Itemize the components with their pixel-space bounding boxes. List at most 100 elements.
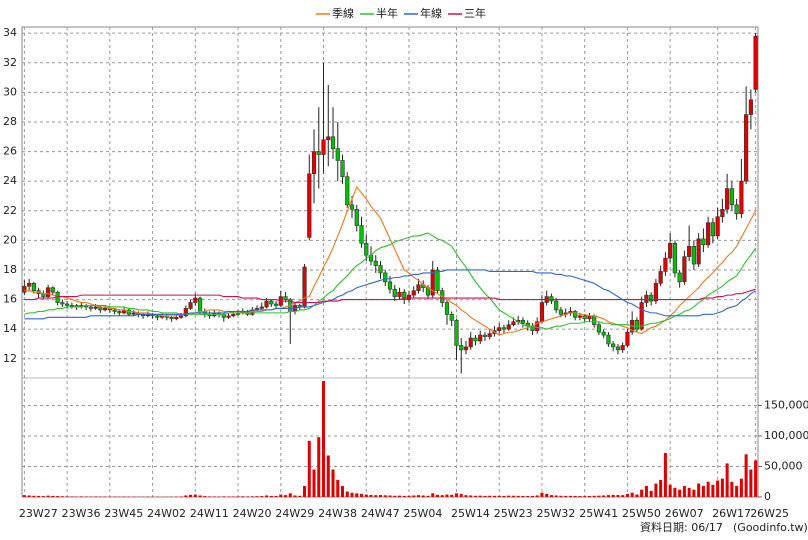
candle-body bbox=[497, 327, 502, 331]
candle-body bbox=[273, 303, 279, 306]
candle-body bbox=[639, 302, 644, 330]
volume-bar bbox=[478, 495, 482, 497]
volume-bar bbox=[535, 495, 539, 497]
candle-body bbox=[487, 333, 492, 337]
volume-bar bbox=[435, 494, 440, 497]
volume-bar bbox=[274, 496, 278, 497]
y-tick-label: 14 bbox=[3, 322, 17, 335]
volume-bar bbox=[37, 495, 41, 497]
candle-body bbox=[174, 317, 179, 320]
volume-bar bbox=[22, 495, 26, 497]
candle-body bbox=[197, 297, 203, 312]
volume-bar bbox=[269, 495, 273, 497]
volume-bar bbox=[578, 496, 582, 497]
volume-bar bbox=[625, 493, 629, 497]
volume-tick-label: 100,000 bbox=[764, 429, 808, 442]
volume-bar bbox=[208, 496, 212, 497]
candle-body bbox=[392, 288, 397, 297]
candle-body bbox=[506, 324, 511, 330]
candle-body bbox=[606, 334, 611, 345]
volume-bar bbox=[540, 492, 544, 497]
volume-bar bbox=[583, 496, 587, 497]
candle-body bbox=[269, 300, 274, 305]
volume-bar bbox=[345, 491, 349, 497]
volume-bar bbox=[32, 495, 36, 497]
volume-bar bbox=[559, 495, 563, 497]
x-tick-label: 25W23 bbox=[494, 507, 533, 520]
volume-bar bbox=[298, 495, 302, 497]
candle-body bbox=[397, 291, 402, 297]
volume-bar bbox=[697, 483, 701, 497]
candle-body bbox=[65, 303, 70, 306]
volume-bar bbox=[255, 496, 259, 497]
ma-line bbox=[24, 232, 757, 330]
volume-bar bbox=[317, 437, 321, 497]
plot-frame bbox=[21, 26, 759, 498]
volume-bar bbox=[326, 455, 330, 497]
volume-bar bbox=[51, 495, 55, 497]
volume-bar bbox=[606, 495, 610, 497]
candle-body bbox=[601, 331, 606, 336]
candle-body bbox=[554, 300, 559, 311]
volume-bar bbox=[450, 494, 454, 497]
candle-body bbox=[302, 266, 307, 308]
volume-bar bbox=[293, 495, 297, 497]
volume-bar bbox=[730, 481, 734, 497]
candle-body bbox=[27, 282, 32, 287]
x-tick-label: 25W32 bbox=[537, 507, 576, 520]
legend-label: 半年 bbox=[376, 6, 398, 20]
candle-body bbox=[335, 148, 340, 161]
y-tick-label: 34 bbox=[3, 26, 17, 39]
ma-line bbox=[24, 186, 757, 336]
candle-body bbox=[729, 188, 734, 206]
volume-bar bbox=[340, 486, 345, 497]
legend-label: 三年 bbox=[464, 6, 486, 20]
candle-body bbox=[753, 35, 758, 90]
candle-body bbox=[406, 294, 412, 300]
candle-body bbox=[93, 306, 98, 309]
volume-bar bbox=[573, 495, 577, 497]
volume-bar bbox=[692, 489, 696, 497]
candle-body bbox=[155, 315, 160, 318]
candle-body bbox=[615, 346, 621, 351]
candle-body bbox=[677, 272, 682, 283]
legend-label: 年線 bbox=[420, 6, 442, 20]
volume-bar bbox=[701, 486, 705, 497]
volume-bar bbox=[526, 496, 530, 497]
x-tick-label: 25W14 bbox=[451, 507, 490, 520]
candle-body bbox=[672, 243, 678, 274]
candle-body bbox=[459, 345, 464, 351]
candle-body bbox=[625, 331, 630, 346]
volume-bar bbox=[616, 495, 620, 497]
x-tick-label: 23W45 bbox=[104, 507, 143, 520]
candle-body bbox=[50, 287, 55, 293]
volume-bar bbox=[284, 495, 288, 497]
candle-body bbox=[715, 216, 720, 237]
volume-bar bbox=[530, 495, 534, 497]
candle-body bbox=[326, 136, 331, 141]
volume-bar bbox=[464, 495, 468, 497]
y-tick-label: 26 bbox=[3, 145, 17, 158]
volume-bar bbox=[735, 486, 739, 497]
candle-body bbox=[748, 99, 753, 115]
volume-bar bbox=[621, 495, 625, 497]
candle-body bbox=[131, 312, 136, 315]
candle-body bbox=[449, 314, 454, 321]
volume-bar bbox=[383, 495, 387, 497]
x-tick-label: 24W20 bbox=[233, 507, 272, 520]
volume-bar bbox=[587, 495, 591, 497]
candle-body bbox=[188, 302, 193, 309]
candle-body bbox=[582, 315, 587, 320]
footer-date: 資料日期: 06/17 bbox=[640, 520, 723, 534]
x-tick-label: 23W36 bbox=[62, 507, 101, 520]
volume-bar bbox=[611, 494, 615, 497]
candle-body bbox=[226, 315, 231, 318]
volume-bar bbox=[359, 493, 364, 497]
volume-bar bbox=[203, 496, 207, 497]
footer-source: (Goodinfo.tw) bbox=[733, 521, 808, 534]
volume-bar bbox=[184, 495, 188, 497]
volume-bar bbox=[402, 495, 406, 497]
volume-bar bbox=[46, 495, 50, 497]
candle-body bbox=[668, 243, 673, 259]
volume-bar bbox=[507, 495, 511, 497]
